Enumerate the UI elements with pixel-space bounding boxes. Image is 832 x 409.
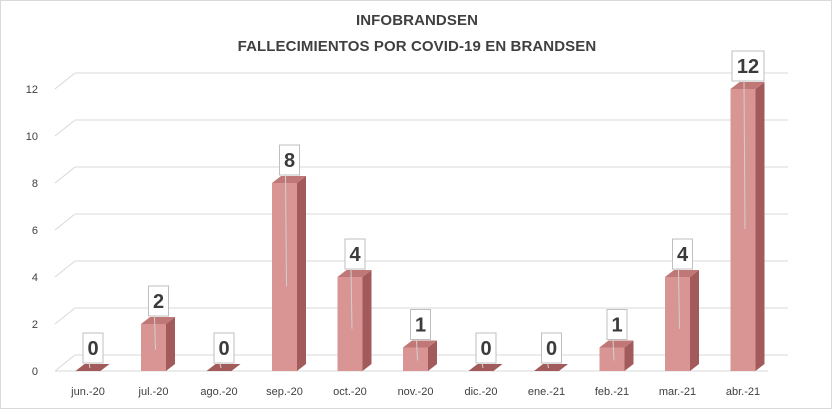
data-label-leader bbox=[285, 174, 287, 287]
bar-top bbox=[141, 317, 175, 324]
data-label: 2 bbox=[153, 291, 164, 313]
x-tick-label: abr.-21 bbox=[726, 386, 760, 398]
x-tick-label: nov.-20 bbox=[398, 386, 434, 398]
gridline-depth bbox=[54, 307, 76, 325]
data-label: 8 bbox=[284, 150, 295, 172]
bar-side bbox=[166, 317, 175, 371]
y-tick-label: 12 bbox=[26, 84, 38, 96]
gridline-depth bbox=[54, 166, 76, 184]
x-tick-label: dic.-20 bbox=[464, 386, 497, 398]
data-label-box bbox=[410, 309, 431, 340]
data-label-box bbox=[344, 238, 366, 270]
data-label-leader bbox=[547, 362, 549, 369]
bar bbox=[403, 347, 428, 371]
bar-side bbox=[362, 270, 372, 371]
bar-top bbox=[337, 270, 372, 277]
data-label-box bbox=[731, 50, 765, 82]
bar-top bbox=[272, 176, 306, 183]
x-tick-label: ago.-20 bbox=[200, 386, 237, 398]
data-label-box bbox=[672, 238, 693, 270]
bar bbox=[337, 277, 363, 371]
data-label-leader bbox=[481, 362, 484, 369]
data-label-box bbox=[475, 332, 497, 364]
bar bbox=[141, 324, 166, 371]
bar-zero bbox=[206, 364, 241, 371]
data-label-leader bbox=[743, 80, 746, 230]
data-label-leader bbox=[612, 339, 615, 361]
bar-top bbox=[730, 82, 765, 89]
y-tick-label: 10 bbox=[26, 131, 38, 143]
bar bbox=[665, 277, 690, 371]
x-tick-label: jun.-20 bbox=[70, 386, 105, 398]
y-tick-label: 4 bbox=[32, 272, 38, 284]
x-tick-label: mar.-21 bbox=[659, 386, 696, 398]
data-label-leader bbox=[154, 315, 156, 350]
bar-side bbox=[297, 176, 306, 371]
data-label: 0 bbox=[480, 338, 491, 360]
gridline-depth bbox=[54, 72, 76, 90]
bar-side bbox=[755, 82, 765, 371]
bar-top bbox=[403, 340, 437, 348]
bar-zero bbox=[468, 364, 503, 371]
y-tick-label: 0 bbox=[32, 366, 38, 378]
bar bbox=[272, 183, 297, 371]
data-label-box bbox=[213, 332, 235, 364]
data-label: 1 bbox=[611, 315, 622, 337]
data-label-box bbox=[541, 332, 562, 364]
bar-side bbox=[624, 340, 634, 371]
data-label: 0 bbox=[546, 338, 557, 360]
y-tick-label: 8 bbox=[32, 178, 38, 190]
gridline-depth bbox=[54, 260, 76, 278]
gridline-depth bbox=[54, 213, 76, 231]
chart-title: INFOBRANDSEN bbox=[355, 12, 479, 29]
data-label: 0 bbox=[218, 338, 229, 360]
bar-zero bbox=[534, 364, 568, 371]
data-label-box bbox=[606, 309, 628, 340]
data-label-box bbox=[279, 144, 300, 176]
data-label: 0 bbox=[87, 338, 98, 360]
x-tick-label: oct.-20 bbox=[333, 386, 367, 398]
bar-top bbox=[665, 270, 699, 277]
data-label-leader bbox=[219, 362, 222, 369]
bar-side bbox=[690, 270, 699, 371]
data-label-leader bbox=[416, 339, 418, 361]
data-label: 4 bbox=[349, 244, 361, 266]
x-tick-label: ene.-21 bbox=[528, 386, 565, 398]
data-label-box bbox=[148, 285, 169, 317]
bar bbox=[599, 347, 625, 371]
data-label-leader bbox=[350, 268, 353, 329]
data-label: 4 bbox=[677, 244, 689, 266]
gridline-depth bbox=[54, 354, 76, 372]
bar bbox=[730, 89, 756, 371]
data-label-leader bbox=[678, 268, 680, 329]
x-tick-label: jul.-20 bbox=[138, 386, 169, 398]
bar-top bbox=[599, 340, 634, 348]
y-tick-label: 6 bbox=[32, 225, 38, 237]
data-label: 1 bbox=[415, 315, 426, 337]
bar-zero bbox=[75, 364, 110, 371]
chart-subtitle: FALLECIMIENTOS POR COVID-19 EN BRANDSEN bbox=[237, 38, 597, 55]
x-tick-label: feb.-21 bbox=[595, 386, 629, 398]
gridline-depth bbox=[54, 119, 76, 137]
data-label-box bbox=[82, 332, 104, 364]
x-tick-label: sep.-20 bbox=[266, 386, 303, 398]
bar-side bbox=[428, 340, 437, 371]
data-label-leader bbox=[88, 362, 91, 369]
y-tick-label: 2 bbox=[32, 319, 38, 331]
data-label: 12 bbox=[737, 56, 759, 78]
